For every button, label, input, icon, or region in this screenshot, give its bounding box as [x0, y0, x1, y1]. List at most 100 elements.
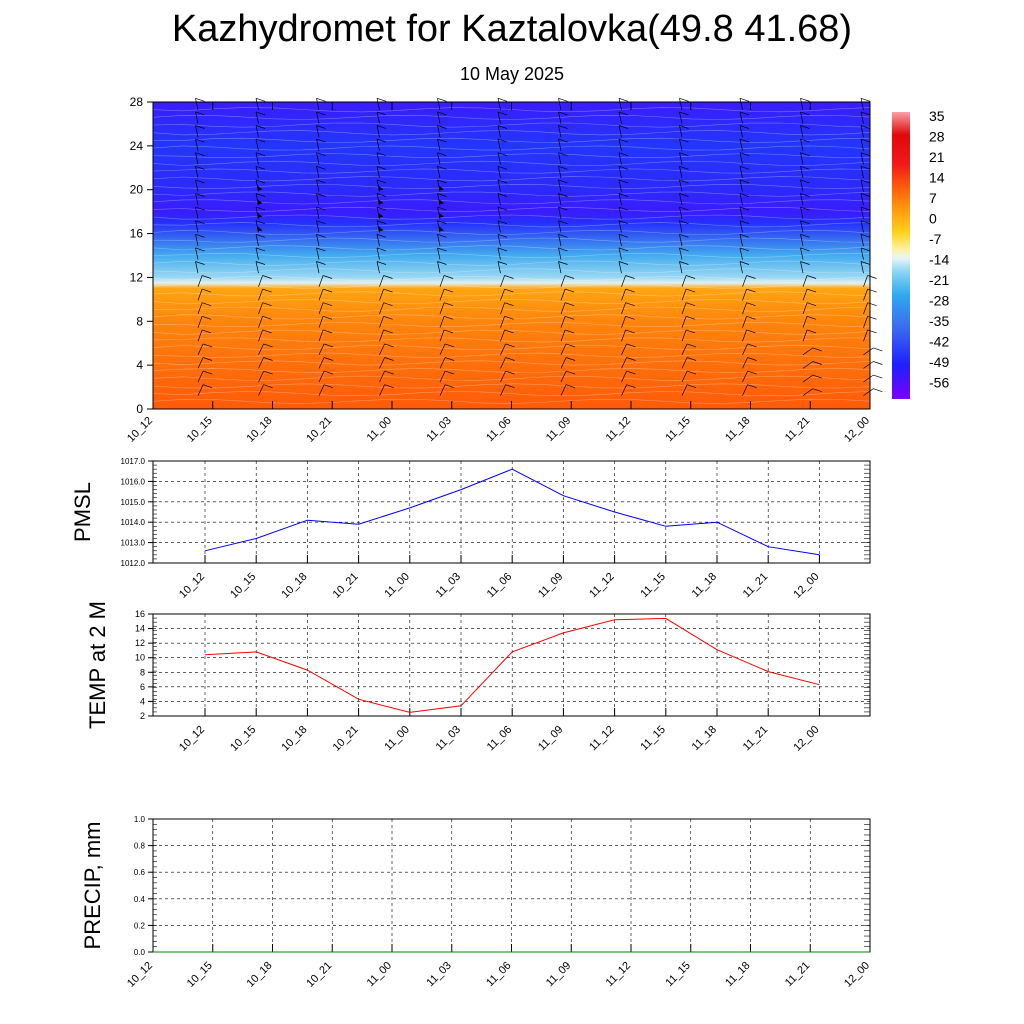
wind-barb-9-14 — [742, 288, 756, 301]
wind-barb-shaft — [197, 329, 203, 342]
panel-temp-xtick-label-7: 11_09 — [536, 724, 566, 754]
panel-temp-ytick-label-4: 10 — [135, 653, 145, 663]
wind-barb-0-4 — [195, 152, 205, 165]
colorbar-label-4: 7 — [929, 190, 937, 206]
wind-barb-flag — [201, 329, 212, 334]
wind-barb-9-10 — [739, 233, 750, 247]
wind-barb-shaft — [739, 98, 743, 111]
wind-barb-shaft — [679, 234, 683, 247]
wind-barb-0-2 — [195, 125, 205, 138]
heatmap-contour-19 — [152, 245, 871, 251]
wind-barb-flag — [618, 152, 629, 157]
wind-barb-flag — [376, 206, 387, 211]
heatmap-contour-14 — [152, 206, 871, 212]
wind-barb-flag — [558, 247, 568, 252]
wind-barb-11-2 — [860, 125, 871, 138]
wind-barb-flag — [558, 125, 568, 129]
wind-barb-shaft — [195, 247, 199, 260]
panel-precip-xtick-label-6: 11_06 — [484, 960, 514, 990]
wind-barb-flag — [860, 220, 871, 225]
wind-barb-8-21 — [681, 384, 697, 396]
heatmap-x-tick-label-4: 11_00 — [365, 415, 395, 445]
wind-barb-shaft — [681, 357, 688, 369]
wind-barb-flag — [316, 138, 326, 143]
wind-barb-shaft — [497, 247, 501, 260]
wind-barb-shaft — [860, 111, 864, 124]
wind-barb-3-4 — [376, 152, 387, 165]
colorbar-label-8: -21 — [929, 272, 949, 288]
wind-barb-flag — [262, 302, 272, 307]
wind-barb-1-12 — [255, 261, 266, 274]
wind-barb-11-21 — [863, 388, 883, 396]
panel-pmsl-ytick-label-3: 1015.0 — [121, 498, 146, 507]
wind-barb-flag — [860, 233, 871, 238]
wind-barb-8-19 — [681, 357, 697, 369]
wind-barb-shaft — [618, 261, 622, 274]
panel-pmsl-xtick-label-3: 10_21 — [331, 571, 361, 601]
wind-barb-4-19 — [439, 357, 455, 369]
wind-barb-shaft — [739, 152, 743, 165]
wind-barb-flag — [860, 138, 871, 143]
wind-barb-shaft — [376, 125, 380, 138]
wind-barb-5-21 — [500, 384, 515, 396]
wind-barb-shaft — [195, 139, 199, 151]
wind-barb-flag — [437, 220, 447, 225]
wind-barb-10-8 — [800, 206, 810, 219]
wind-barb-3-14 — [379, 288, 393, 301]
colorbar-label-2: 21 — [929, 149, 945, 165]
heatmap-contour-33 — [152, 352, 871, 358]
wind-barb-flag — [860, 165, 871, 170]
wind-barb-shaft — [318, 384, 325, 396]
panel-temp-ytick-label-6: 14 — [135, 624, 145, 634]
wind-barb-shaft — [802, 361, 814, 369]
wind-barb-shaft — [437, 261, 441, 274]
wind-barb-shaft — [558, 98, 562, 111]
wind-barb-shaft — [681, 384, 688, 396]
wind-barb-0-7 — [195, 193, 205, 206]
wind-barb-shaft — [197, 370, 204, 383]
panel-pmsl-xtick-label-12: 12_00 — [791, 571, 821, 601]
wind-barb-pennant — [378, 212, 384, 218]
wind-barb-shaft — [197, 288, 203, 301]
heatmap-x-tick-label-3: 10_21 — [304, 415, 334, 445]
wind-barb-flag — [625, 275, 635, 279]
wind-barb-flag — [255, 152, 266, 157]
wind-barb-5-1 — [497, 111, 508, 124]
panel-temp-xtick-label-6: 11_06 — [485, 724, 515, 754]
wind-barb-10-20 — [802, 374, 822, 383]
wind-barb-flag — [747, 343, 757, 348]
wind-barb-4-2 — [437, 125, 447, 138]
wind-barb-1-15 — [258, 302, 272, 315]
panel-precip-xtick-label-1: 10_15 — [185, 960, 215, 990]
wind-barb-flag — [558, 152, 568, 157]
heatmap-y-tick-label-0: 0 — [136, 402, 143, 416]
wind-barb-shaft — [258, 370, 264, 383]
heatmap-panel: 0 4 8 12 16 20 24 28 10_12 10_15 10_18 10_21 11_00 1… — [125, 95, 883, 445]
wind-barb-flag — [739, 261, 750, 265]
wind-barb-4-4 — [437, 152, 447, 165]
wind-barb-1-4 — [255, 152, 266, 165]
heatmap-contour-4 — [152, 130, 871, 136]
wind-barb-shaft — [316, 139, 320, 151]
wind-barb-shaft — [439, 384, 446, 396]
wind-barb-7-15 — [621, 302, 635, 315]
wind-barb-flag — [262, 315, 272, 320]
wind-barb-flag — [739, 247, 750, 252]
wind-barb-shaft — [863, 374, 874, 383]
wind-barb-flag — [618, 111, 629, 116]
wind-barb-shaft — [742, 357, 748, 369]
wind-barb-4-3 — [437, 138, 447, 151]
wind-barb-shaft — [318, 316, 324, 328]
wind-barb-flag — [558, 138, 568, 143]
wind-barb-flag — [564, 302, 575, 307]
wind-barb-shaft — [497, 234, 501, 247]
wind-barb-shaft — [800, 247, 804, 260]
wind-barb-shaft — [558, 152, 562, 165]
wind-barb-8-8 — [679, 206, 689, 219]
wind-barb-11-20 — [863, 374, 883, 383]
wind-barb-5-11 — [497, 247, 508, 260]
wind-barb-flag — [746, 275, 756, 279]
wind-barb-7-3 — [618, 138, 629, 151]
wind-barb-9-9 — [739, 220, 750, 233]
wind-barb-9-17 — [742, 329, 756, 342]
